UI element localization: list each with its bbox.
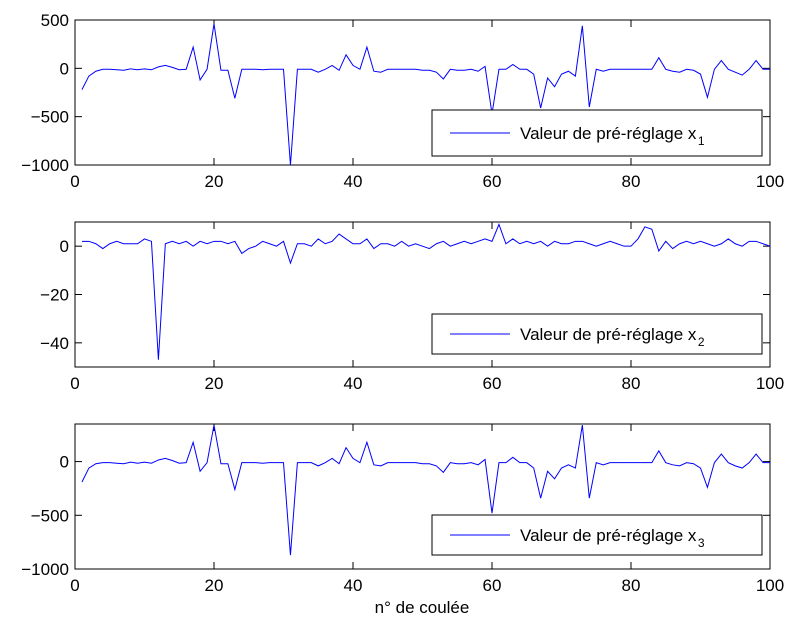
x-tick-label: 0 [70,576,79,595]
y-tick-label: −1000 [21,156,69,175]
x-tick-label: 20 [205,172,224,191]
legend-label-subscript: 2 [698,335,705,349]
x-tick-label: 60 [483,576,502,595]
y-tick-label: −1000 [21,560,69,579]
y-tick-label: −500 [31,108,69,127]
series-line-2-1 [81,223,770,360]
x-tick-label: 100 [756,576,784,595]
x-tick-label: 60 [483,172,502,191]
y-tick-label: −40 [40,334,69,353]
subplot-3: 0 20 40 60 80 100 −1000 −500 0 Valeur de pré-régl… [21,423,784,595]
x-tick-label: 80 [622,374,641,393]
x-tick-label: 40 [344,576,363,595]
x-axis-label: n° de coulée [375,598,470,617]
series-line-3-1 [81,424,770,556]
x-tick-label: 0 [70,172,79,191]
x-tick-label: 40 [344,172,363,191]
y-tick-label: 0 [60,237,69,256]
y-tick-label: 500 [41,11,69,30]
x-tick-label: 100 [756,172,784,191]
y-tick-label: −20 [40,286,69,305]
legend-label-subscript: 3 [698,536,705,550]
x-tick-label: 100 [756,374,784,393]
x-tick-label: 20 [205,374,224,393]
x-tick-label: 40 [344,374,363,393]
x-tick-label: 80 [622,576,641,595]
legend-label: Valeur de pré-réglage x [520,325,697,344]
y-tick-label: 0 [60,453,69,472]
y-tick-label: −500 [31,506,69,525]
x-tick-label: 0 [70,374,79,393]
legend-label-subscript: 1 [698,134,705,148]
y-tick-label: 0 [60,59,69,78]
x-tick-label: 20 [205,576,224,595]
x-tick-label: 80 [622,172,641,191]
subplot-1: 0 20 40 60 80 100 −1000 −500 0 500 Valeur de pré-r… [21,11,784,191]
series-line-1-1 [81,23,770,165]
x-tick-label: 60 [483,374,502,393]
subplot-2: 0 20 40 60 80 100 −40 −20 0 Valeur de pré-réglage… [40,221,784,393]
legend-label: Valeur de pré-réglage x [520,124,697,143]
legend-label: Valeur de pré-réglage x [520,526,697,545]
